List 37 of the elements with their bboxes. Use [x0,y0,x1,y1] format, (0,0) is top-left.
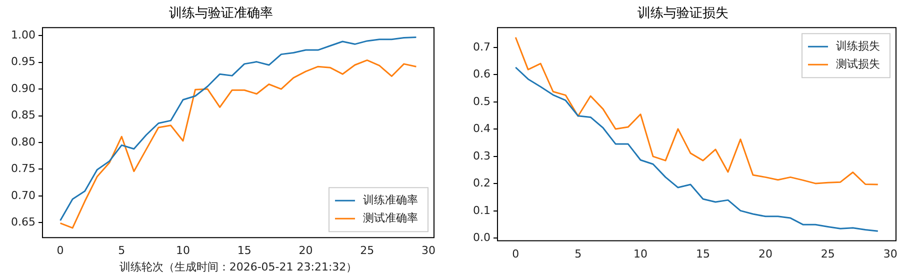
y-tick-label: 0.85 [10,108,36,122]
x-axis-title: 训练轮次（生成时间：2026-05-21 23:21:32） [119,260,358,274]
y-tick-label: 0.70 [10,188,36,202]
legend-label: 训练损失 [836,39,880,52]
y-tick-label: 1.00 [10,28,36,42]
x-tick-label: 10 [634,247,648,260]
x-tick-label: 0 [56,244,64,258]
chart-title: 训练与验证准确率 [169,5,273,22]
x-tick-label: 10 [176,244,190,258]
x-tick-label: 20 [758,247,772,260]
y-tick-label: 0.7 [472,40,490,54]
x-tick-label: 15 [237,244,252,258]
y-tick-label: 0.2 [472,176,490,190]
x-tick-label: 30 [883,247,898,260]
chart-title: 训练与验证损失 [638,6,728,22]
y-tick-label: 0.0 [472,231,490,244]
y-tick-label: 0.80 [10,135,36,148]
x-tick-label: 15 [696,247,710,260]
y-tick-label: 0.6 [472,68,490,81]
y-tick-label: 0.4 [472,122,490,136]
y-tick-label: 0.65 [10,216,36,228]
legend-label: 测试准确率 [363,211,418,224]
y-tick-label: 0.5 [472,94,490,108]
x-tick-label: 25 [360,244,374,258]
legend-label: 训练准确率 [363,193,418,206]
x-tick-label: 20 [298,244,313,258]
y-tick-label: 0.75 [10,162,36,176]
x-tick-label: 25 [820,247,835,260]
y-tick-label: 0.90 [10,82,36,95]
legend-label: 测试损失 [836,57,880,70]
x-tick-label: 5 [118,244,126,258]
x-tick-label: 30 [421,244,436,258]
x-tick-label: 0 [512,247,520,260]
y-tick-label: 0.95 [10,55,36,68]
x-tick-label: 5 [574,247,582,260]
y-tick-label: 0.3 [472,149,490,162]
y-tick-label: 0.1 [472,204,490,217]
